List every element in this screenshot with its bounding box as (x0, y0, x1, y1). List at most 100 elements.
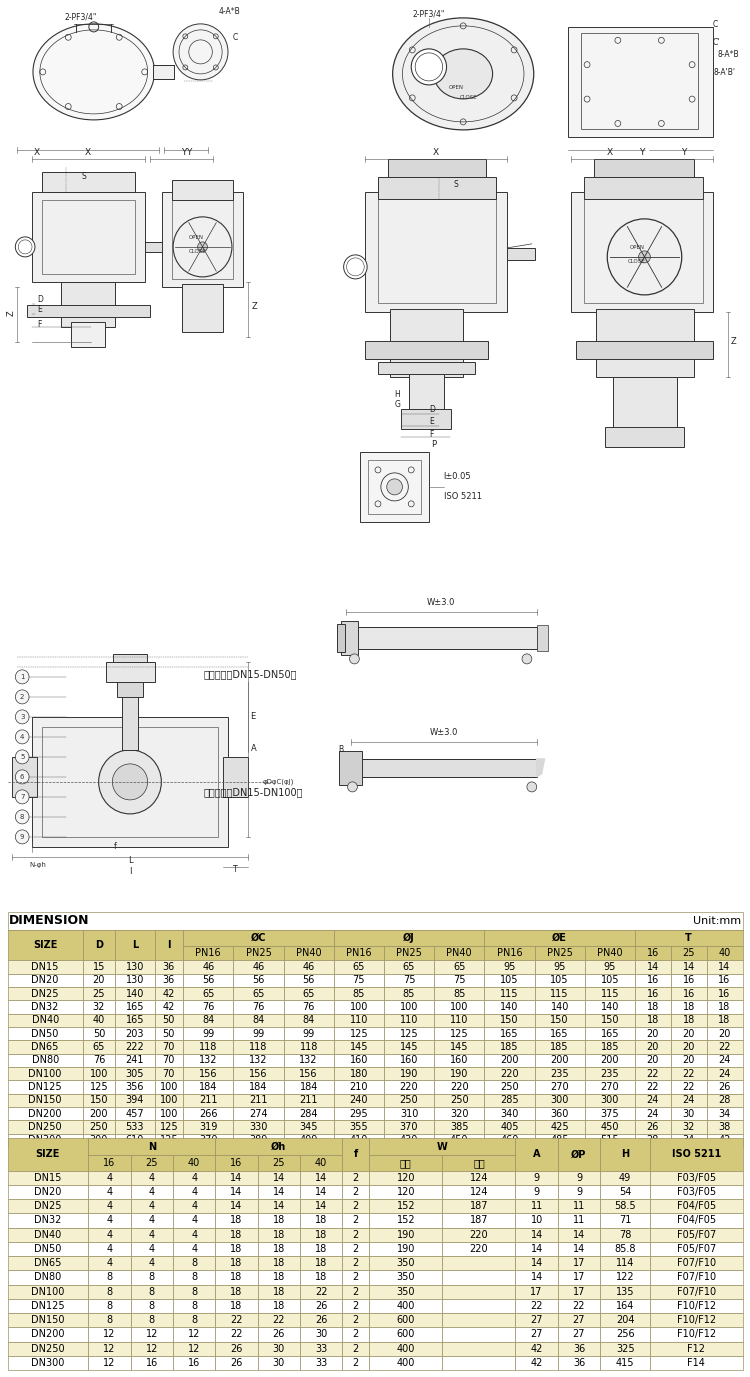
Text: ØC: ØC (251, 934, 266, 943)
Text: 250: 250 (89, 1122, 108, 1132)
Text: 2: 2 (352, 1259, 359, 1268)
Text: 14: 14 (230, 1201, 242, 1212)
Text: 40: 40 (315, 1158, 327, 1168)
Bar (600, 1299, 650, 1314)
Bar (115, 1081, 154, 1093)
Text: 6: 6 (20, 774, 25, 779)
Bar (706, 1040, 742, 1053)
Bar (670, 1093, 706, 1107)
Text: D: D (429, 405, 435, 414)
Bar (173, 1199, 215, 1213)
Text: 125: 125 (160, 1135, 178, 1146)
Text: 10: 10 (530, 1216, 543, 1226)
Text: ØP: ØP (572, 1150, 586, 1159)
Text: 220: 220 (470, 1230, 488, 1239)
Bar (154, 1133, 183, 1147)
Text: T: T (686, 934, 692, 943)
Text: 70: 70 (163, 1055, 175, 1066)
Text: 2: 2 (352, 1286, 359, 1297)
Bar (154, 1027, 183, 1040)
Text: 12: 12 (104, 1358, 116, 1367)
Bar (558, 1314, 600, 1327)
Bar (284, 1067, 334, 1081)
Text: 187: 187 (470, 1201, 488, 1212)
Bar (258, 1341, 300, 1356)
Text: 95: 95 (554, 963, 566, 972)
Bar (284, 1107, 334, 1121)
Circle shape (15, 690, 29, 704)
Text: 14: 14 (273, 1201, 285, 1212)
Bar (384, 1040, 434, 1053)
Bar (535, 946, 585, 960)
Bar (442, 1227, 515, 1242)
Circle shape (197, 242, 208, 252)
Bar (442, 1184, 515, 1199)
Text: 18: 18 (718, 1002, 730, 1012)
Text: 85: 85 (453, 989, 466, 998)
Bar (130, 1155, 173, 1170)
Bar (670, 1000, 706, 1013)
Text: 370: 370 (400, 1122, 418, 1132)
Text: 211: 211 (299, 1095, 318, 1106)
Text: 8: 8 (20, 814, 25, 819)
Text: 4: 4 (191, 1243, 197, 1254)
Text: 34: 34 (718, 1108, 730, 1118)
Bar (515, 1356, 558, 1370)
Bar (369, 1356, 442, 1370)
Bar (300, 1327, 342, 1341)
Bar (558, 1199, 600, 1213)
Text: 256: 256 (616, 1329, 634, 1340)
Text: 320: 320 (450, 1108, 469, 1118)
Text: 8: 8 (148, 1301, 154, 1311)
Bar (115, 987, 154, 1000)
Bar (515, 1213, 558, 1227)
Bar (183, 960, 233, 974)
Text: F03/F05: F03/F05 (676, 1187, 716, 1197)
Text: 12: 12 (104, 1329, 116, 1340)
Bar (334, 1013, 384, 1027)
Text: F: F (37, 319, 41, 329)
Bar (115, 1040, 154, 1053)
Bar (284, 1093, 334, 1107)
Bar (369, 1184, 442, 1199)
Text: 14: 14 (315, 1201, 327, 1212)
Bar (88, 1271, 130, 1285)
Text: S: S (454, 180, 458, 189)
Text: 22: 22 (230, 1315, 243, 1325)
Text: 240: 240 (350, 1095, 368, 1106)
Text: 14: 14 (273, 1187, 285, 1197)
Text: DN40: DN40 (34, 1230, 62, 1239)
Bar (42, 172, 135, 191)
Text: 26: 26 (272, 1329, 285, 1340)
Text: 18: 18 (273, 1243, 285, 1254)
Bar (558, 1356, 600, 1370)
Bar (558, 1184, 600, 1199)
Bar (82, 1000, 115, 1013)
Text: N: N (148, 1142, 156, 1151)
Text: 355: 355 (350, 1122, 368, 1132)
Bar (350, 759, 537, 777)
Text: 12: 12 (188, 1344, 200, 1354)
Bar (215, 1199, 258, 1213)
Text: 40: 40 (93, 1015, 105, 1026)
Bar (650, 1341, 742, 1356)
Text: S: S (81, 172, 86, 180)
Text: 20: 20 (646, 1042, 659, 1052)
Text: 2: 2 (352, 1358, 359, 1367)
Polygon shape (537, 759, 544, 777)
Bar (515, 1227, 558, 1242)
Text: 150: 150 (550, 1015, 569, 1026)
Text: 8: 8 (106, 1286, 112, 1297)
Bar (635, 974, 670, 987)
Bar (8, 1356, 88, 1370)
Text: 1: 1 (20, 673, 25, 680)
Circle shape (15, 237, 35, 257)
Text: 533: 533 (125, 1122, 144, 1132)
Text: 150: 150 (90, 1095, 108, 1106)
Bar (369, 1256, 442, 1271)
Bar (585, 1040, 635, 1053)
Text: 78: 78 (619, 1230, 632, 1239)
Bar (635, 1053, 670, 1067)
Bar (434, 1013, 484, 1027)
Bar (300, 1341, 342, 1356)
